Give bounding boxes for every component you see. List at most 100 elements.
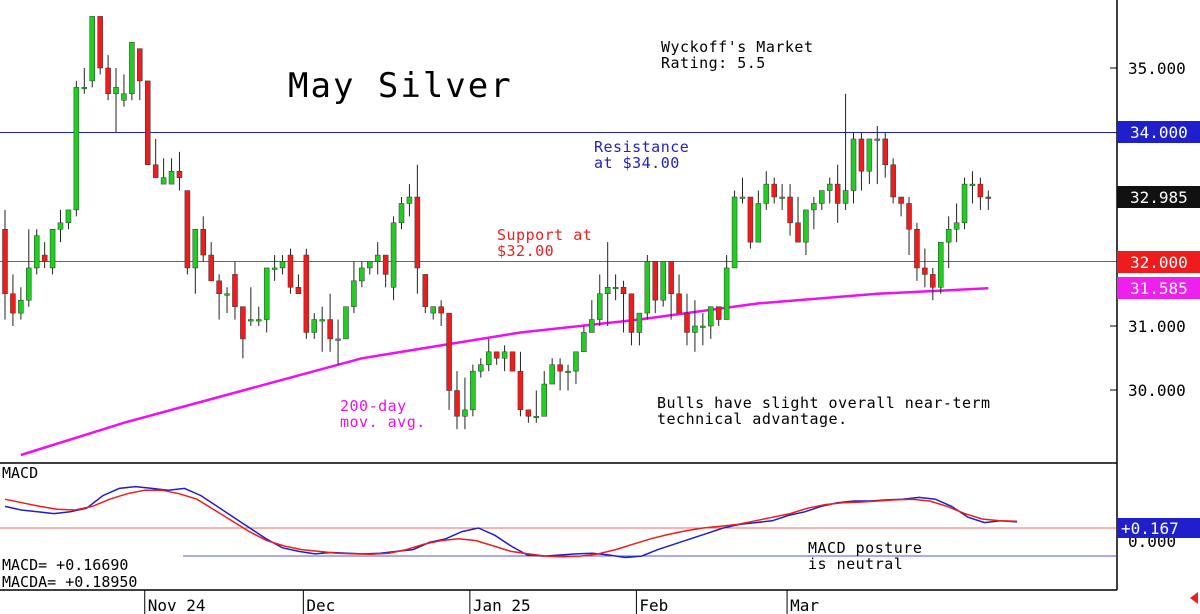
candle-37 (295, 274, 302, 294)
candle-75 (597, 274, 603, 326)
y-tick-30: 30.000 (1128, 381, 1186, 400)
candle-57 (454, 371, 460, 430)
candle-68 (541, 371, 547, 417)
chart-title: May Silver (288, 66, 513, 106)
macda-readout: MACDA= +0.18950 (2, 573, 137, 591)
candle-52 (414, 164, 421, 294)
date-axis: Nov 24 Dec Jan 25 Feb Mar (0, 589, 1117, 614)
candle-92 (731, 190, 738, 269)
candle-49 (390, 216, 397, 301)
candle-13 (105, 55, 111, 101)
rating-line-1: Wyckoff's Market (661, 38, 814, 56)
candle-3 (26, 229, 32, 307)
resistance-price-tag (1117, 121, 1200, 143)
candle-72 (573, 351, 579, 385)
candle-39 (311, 313, 318, 339)
candle-115 (914, 222, 920, 281)
candle-97 (771, 177, 777, 204)
macd-posture-1: MACD posture (808, 539, 922, 557)
candle-70 (557, 358, 563, 391)
candle-96 (763, 171, 770, 210)
candle-123 (977, 177, 984, 210)
candle-29 (232, 261, 238, 320)
candle-101 (803, 209, 809, 256)
candle-110 (874, 126, 881, 185)
candle-60 (478, 358, 484, 378)
candle-54 (430, 306, 436, 320)
candle-31 (248, 287, 254, 326)
macd-current-tag (1117, 518, 1200, 538)
candle-102 (811, 197, 817, 230)
candle-93 (739, 177, 746, 204)
candle-21 (168, 158, 175, 185)
candle-42 (335, 319, 341, 365)
candle-64 (509, 351, 516, 372)
macd-lines (0, 485, 1117, 559)
support-annotation-1: Support at (497, 226, 592, 244)
candle-19 (152, 138, 159, 178)
ma-annotation-2: mov. avg. (340, 413, 426, 431)
y-tick-31: 31.000 (1128, 317, 1186, 336)
candle-84 (668, 261, 674, 320)
candle-74 (589, 300, 595, 333)
candle-18 (144, 80, 151, 165)
candle-88 (700, 313, 706, 346)
candle-1 (10, 274, 16, 326)
candle-51 (406, 184, 413, 217)
candle-6 (49, 229, 56, 275)
x-label-0: Nov 24 (148, 596, 206, 614)
candle-63 (501, 345, 508, 372)
ma200-line (20, 287, 989, 457)
candle-48 (382, 254, 389, 288)
candle-8 (65, 209, 72, 230)
candle-45 (359, 261, 365, 288)
candle-111 (882, 132, 888, 178)
candle-71 (565, 364, 571, 391)
outlook-annotation-1: Bulls have slight overall near-term (657, 394, 991, 412)
candle-43 (343, 306, 349, 340)
candle-61 (485, 338, 492, 372)
candle-30 (240, 306, 246, 359)
candle-12 (97, 16, 103, 75)
ma-price-tag (1117, 277, 1200, 299)
candle-59 (470, 364, 476, 417)
candle-90 (715, 306, 722, 326)
candle-120 (953, 203, 960, 243)
candle-11 (89, 16, 95, 88)
candle-113 (898, 196, 904, 217)
ma-price-text: 31.585 (1130, 279, 1188, 298)
candle-24 (192, 229, 199, 294)
macd-readout-bg (0, 555, 183, 591)
candle-58 (462, 377, 468, 430)
macd-signal-line (4, 489, 1018, 558)
candle-66 (525, 409, 532, 423)
candle-79 (628, 293, 635, 346)
candle-69 (549, 358, 555, 385)
candle-106 (842, 93, 849, 210)
candle-62 (493, 351, 500, 365)
candle-50 (398, 197, 405, 230)
candle-55 (438, 300, 444, 326)
candle-20 (160, 158, 167, 185)
candle-105 (834, 164, 841, 223)
ma-layer (20, 287, 989, 457)
candle-124 (985, 190, 992, 210)
candle-73 (581, 326, 587, 353)
resistance-annotation-2: at $34.00 (594, 154, 680, 172)
candle-40 (319, 306, 325, 352)
candle-36 (287, 248, 294, 294)
macd-panel: MACD MACD= +0.16690 MACDA= +0.18950 MACD… (0, 464, 1200, 591)
candle-116 (922, 248, 928, 288)
resistance-annotation-1: Resistance (594, 138, 689, 156)
candle-46 (367, 261, 373, 275)
last-price-text: 32.985 (1130, 188, 1188, 207)
candle-86 (684, 293, 690, 346)
candle-114 (906, 197, 912, 256)
candle-34 (271, 255, 278, 281)
candle-78 (620, 280, 627, 333)
candle-67 (533, 390, 540, 423)
candle-65 (517, 351, 524, 417)
candle-94 (747, 196, 754, 249)
candle-15 (121, 74, 127, 107)
scroll-left-arrow-icon[interactable] (1190, 592, 1198, 604)
